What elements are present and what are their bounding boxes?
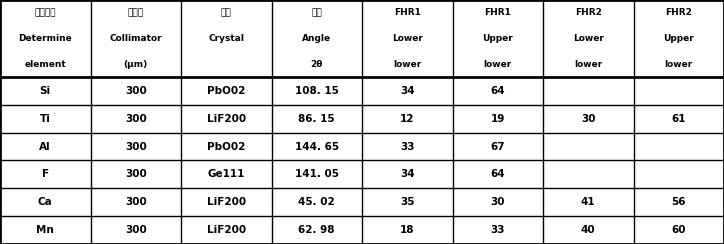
Text: F: F	[42, 169, 49, 179]
Text: 30: 30	[490, 197, 505, 207]
Text: 2θ: 2θ	[311, 60, 323, 69]
Text: 41: 41	[581, 197, 596, 207]
Text: 33: 33	[490, 225, 505, 235]
Text: Ti: Ti	[40, 114, 51, 124]
Text: LiF200: LiF200	[206, 114, 246, 124]
Text: 准直器: 准直器	[127, 8, 144, 17]
Text: 35: 35	[400, 197, 415, 207]
Text: 34: 34	[400, 86, 415, 96]
Text: (μm): (μm)	[124, 60, 148, 69]
Text: 62. 98: 62. 98	[298, 225, 335, 235]
Text: 45. 02: 45. 02	[298, 197, 335, 207]
Text: 晶体: 晶体	[221, 8, 232, 17]
Text: Crystal: Crystal	[209, 34, 244, 43]
Text: Collimator: Collimator	[109, 34, 162, 43]
Text: Lower: Lower	[573, 34, 604, 43]
Text: Upper: Upper	[663, 34, 694, 43]
Text: FHR2: FHR2	[575, 8, 602, 17]
Text: lower: lower	[393, 60, 421, 69]
Text: LiF200: LiF200	[206, 197, 246, 207]
Text: 300: 300	[125, 225, 147, 235]
Text: Si: Si	[40, 86, 51, 96]
Text: 60: 60	[671, 225, 686, 235]
Text: 被测元素: 被测元素	[35, 8, 56, 17]
Text: 300: 300	[125, 114, 147, 124]
Text: Upper: Upper	[482, 34, 513, 43]
Text: LiF200: LiF200	[206, 225, 246, 235]
Text: Lower: Lower	[392, 34, 423, 43]
Text: 300: 300	[125, 169, 147, 179]
Text: element: element	[25, 60, 66, 69]
Text: 12: 12	[400, 114, 415, 124]
Text: Mn: Mn	[36, 225, 54, 235]
Text: Al: Al	[39, 142, 51, 152]
Text: 67: 67	[490, 142, 505, 152]
Text: 40: 40	[581, 225, 596, 235]
Text: 30: 30	[581, 114, 596, 124]
Text: 64: 64	[490, 86, 505, 96]
Text: PbO02: PbO02	[207, 86, 245, 96]
Text: lower: lower	[665, 60, 693, 69]
Text: 34: 34	[400, 169, 415, 179]
Text: 61: 61	[671, 114, 686, 124]
Text: Determine: Determine	[18, 34, 72, 43]
Text: 33: 33	[400, 142, 415, 152]
Text: 144. 65: 144. 65	[295, 142, 339, 152]
Text: FHR2: FHR2	[665, 8, 692, 17]
Text: 141. 05: 141. 05	[295, 169, 339, 179]
Text: 64: 64	[490, 169, 505, 179]
Text: FHR1: FHR1	[484, 8, 511, 17]
Text: 300: 300	[125, 142, 147, 152]
Text: 18: 18	[400, 225, 415, 235]
Text: Ge111: Ge111	[208, 169, 245, 179]
Text: 角度: 角度	[311, 8, 322, 17]
Text: FHR1: FHR1	[394, 8, 421, 17]
Text: 108. 15: 108. 15	[295, 86, 339, 96]
Text: 56: 56	[671, 197, 686, 207]
Text: 86. 15: 86. 15	[298, 114, 335, 124]
Text: lower: lower	[484, 60, 512, 69]
Text: lower: lower	[574, 60, 602, 69]
Text: 300: 300	[125, 197, 147, 207]
Text: PbO02: PbO02	[207, 142, 245, 152]
Text: Angle: Angle	[302, 34, 332, 43]
Text: 300: 300	[125, 86, 147, 96]
Text: Ca: Ca	[38, 197, 53, 207]
Text: 19: 19	[491, 114, 505, 124]
